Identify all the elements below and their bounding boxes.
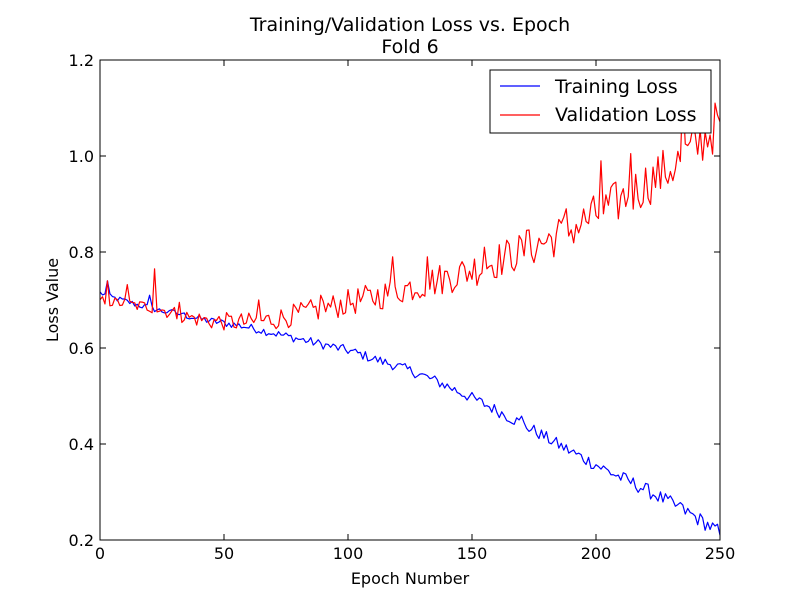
x-tick-label: 100 [333,544,364,563]
x-tick-label: 150 [457,544,488,563]
x-axis-label: Epoch Number [351,569,470,588]
chart-subtitle: Fold 6 [381,36,438,58]
legend-label-validation-loss: Validation Loss [555,104,697,126]
y-tick-label: 0.2 [69,531,94,550]
series-line-training-loss [99,280,721,536]
series-line-validation-loss [99,92,721,331]
x-tick-label: 200 [581,544,612,563]
y-tick-label: 1.2 [69,51,94,70]
plot-frame [99,59,721,541]
y-tick-label: 0.8 [69,243,94,262]
legend: Training Loss Validation Loss [489,69,712,134]
y-tick-label: 1.0 [69,147,94,166]
x-tick-label: 0 [95,544,105,563]
x-tick-label: 50 [214,544,234,563]
y-tick-label: 0.4 [69,435,94,454]
legend-box [489,69,712,134]
y-axis-label: Loss Value [43,258,62,342]
x-tick-label: 250 [705,544,736,563]
series-layer [99,92,721,536]
y-tick-label: 0.6 [69,339,94,358]
legend-label-training-loss: Training Loss [554,76,678,98]
chart-title: Training/Validation Loss vs. Epoch [249,14,570,36]
